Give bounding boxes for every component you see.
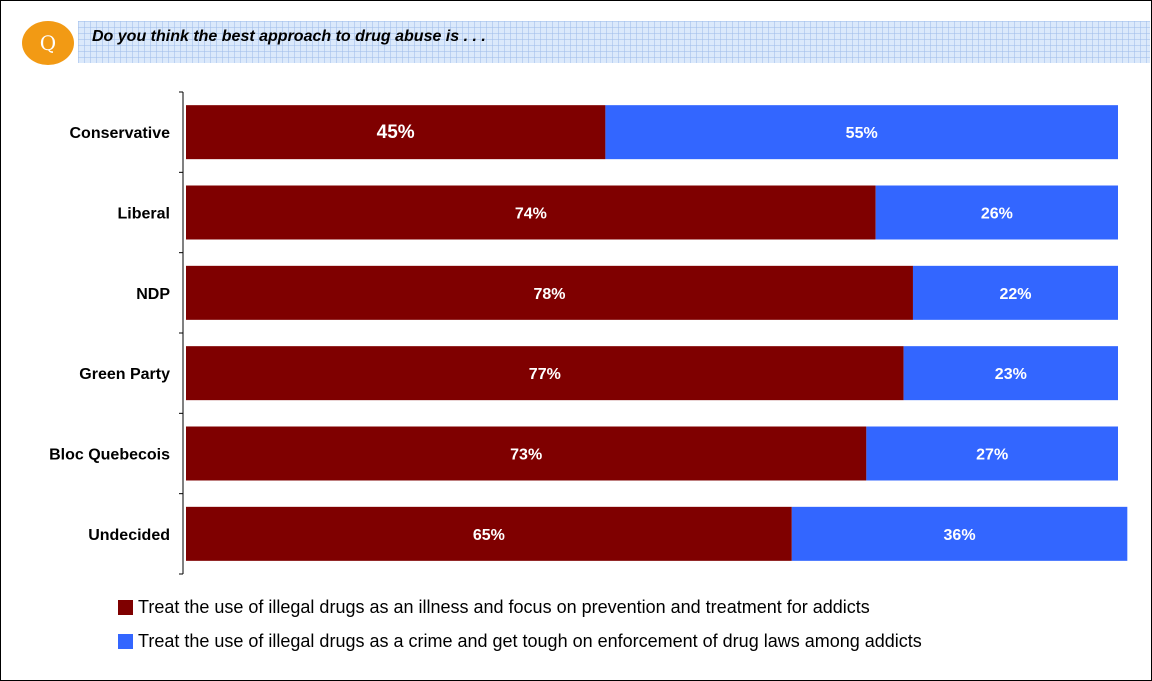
category-label: NDP (136, 286, 170, 303)
category-label: Conservative (70, 125, 171, 142)
bar-illness (186, 265, 913, 320)
bar-value-label: 55% (846, 125, 878, 142)
category-label: Liberal (118, 206, 170, 223)
bar-value-label: 65% (473, 527, 505, 544)
legend-swatch-crime (118, 633, 133, 649)
category-label: Green Party (79, 366, 170, 383)
legend-item-illness: Treat the use of illegal drugs as an ill… (118, 590, 922, 624)
bar-crime (875, 185, 1118, 240)
bar-crime (903, 346, 1118, 401)
bar-illness (186, 185, 876, 240)
bar-value-label: 23% (995, 366, 1027, 383)
bar-value-label: 22% (999, 286, 1031, 303)
legend-label-crime: Treat the use of illegal drugs as a crim… (138, 630, 922, 651)
bar-illness (186, 426, 867, 481)
bar-value-label: 78% (533, 286, 565, 303)
question-badge-icon: Q (22, 21, 74, 65)
bar-value-label: 26% (981, 206, 1013, 223)
bar-illness (186, 105, 606, 160)
question-text: Do you think the best approach to drug a… (92, 28, 486, 45)
bar-crime (912, 265, 1118, 320)
question-banner (78, 21, 1150, 63)
bar-crime (791, 506, 1128, 561)
bar-value-label: 36% (944, 527, 976, 544)
legend-item-crime: Treat the use of illegal drugs as a crim… (118, 624, 922, 658)
bar-illness (186, 346, 904, 401)
bar-value-label: 45% (377, 122, 415, 143)
bar-crime (605, 105, 1118, 160)
legend-label-illness: Treat the use of illegal drugs as an ill… (138, 596, 870, 617)
category-label: Bloc Quebecois (49, 447, 170, 464)
bar-crime (866, 426, 1118, 481)
category-label: Undecided (88, 527, 170, 544)
bar-value-label: 77% (529, 366, 561, 383)
bar-illness (186, 506, 792, 561)
legend: Treat the use of illegal drugs as an ill… (118, 590, 922, 658)
legend-swatch-illness (118, 599, 133, 615)
bar-value-label: 73% (510, 447, 542, 464)
bar-value-label: 74% (515, 206, 547, 223)
bar-value-label: 27% (976, 447, 1008, 464)
